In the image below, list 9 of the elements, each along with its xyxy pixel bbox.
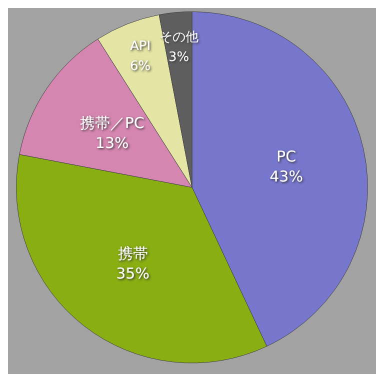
slice-label: PC — [276, 147, 296, 166]
slice-label: 携帯／PC — [80, 114, 144, 132]
data-label: 13% — [95, 134, 129, 152]
slice-label: API — [130, 39, 151, 54]
data-label: 6% — [130, 59, 151, 74]
data-label: 3% — [168, 50, 190, 65]
data-label: 43% — [270, 167, 303, 186]
slice-label: 携帯 — [118, 244, 148, 263]
data-label: 35% — [116, 264, 150, 283]
